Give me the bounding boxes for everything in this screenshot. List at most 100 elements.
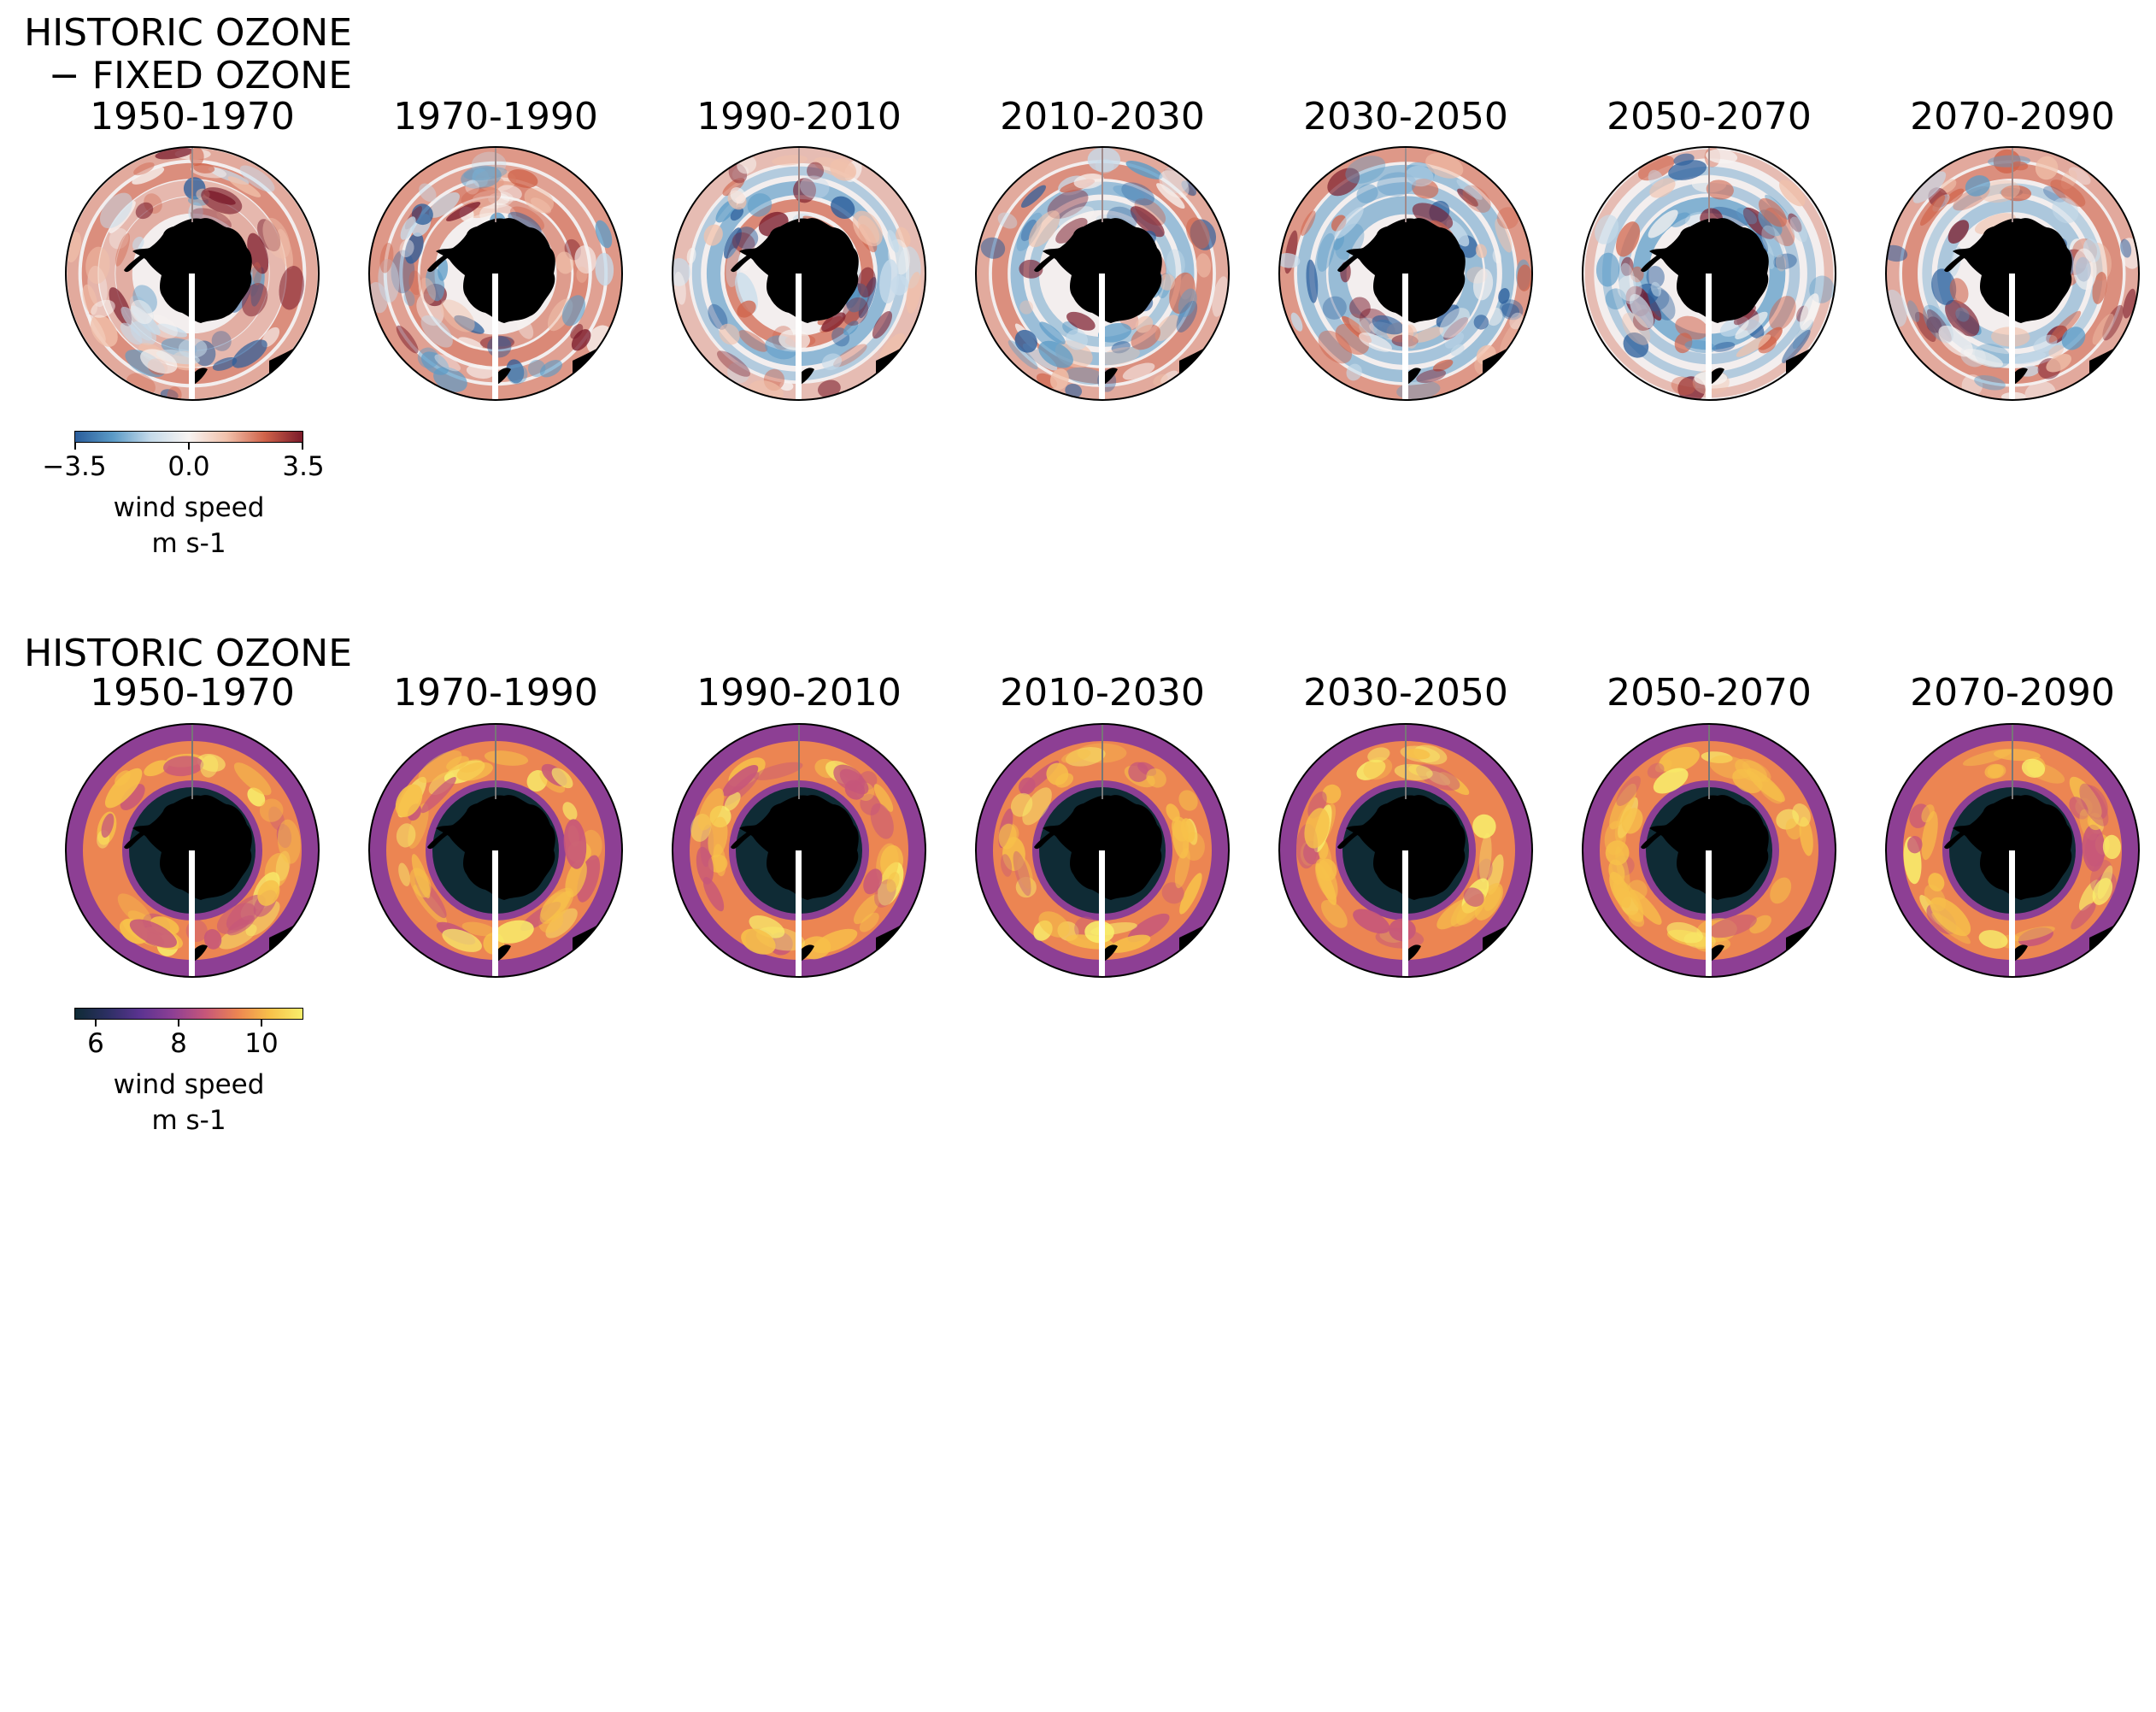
jet-blob (1356, 759, 1386, 780)
anomaly-blob (1186, 217, 1210, 250)
anomaly-blob (1648, 209, 1678, 238)
panel-title: 2030-2050 (1303, 671, 1508, 715)
jet-blob (418, 750, 462, 783)
colorbar-diff-tick (302, 443, 303, 450)
anomaly-blob (747, 193, 773, 217)
anomaly-blob (90, 315, 118, 347)
polar-map (368, 146, 623, 401)
jet-blob (1907, 836, 1923, 854)
jet-blob (1038, 911, 1070, 938)
jet-blob (853, 894, 881, 925)
anomaly-blob (120, 322, 143, 345)
jet-blob (1322, 784, 1342, 804)
anomaly-blob (1462, 185, 1491, 213)
colorbar-diff-tick (188, 443, 190, 450)
anomaly-blob (133, 162, 155, 176)
colorbar-diff-label-line-2: m s-1 (151, 528, 226, 559)
anomaly-blob (1450, 344, 1465, 356)
anomaly-blob (1644, 289, 1670, 312)
anomaly-blob (461, 165, 502, 189)
antarctica-landmass (1649, 795, 1769, 900)
jet-blob (708, 816, 728, 858)
meridian-seam-gap (796, 274, 802, 400)
map-container (1581, 722, 1837, 979)
antarctic-peninsula (731, 253, 756, 273)
anomaly-blob (531, 197, 551, 214)
jet-blob (200, 755, 219, 778)
jet-blob (1321, 899, 1348, 928)
new-zealand-landmass (1707, 368, 1724, 385)
anomaly-blob (132, 236, 144, 250)
anomaly-blob (807, 162, 825, 180)
new-zealand-landmass (797, 944, 814, 962)
map-container (367, 145, 624, 402)
africa-landmass (267, 153, 286, 163)
anomaly-blob (1501, 303, 1520, 318)
jet-blob (1010, 792, 1033, 817)
polar-map (65, 146, 320, 401)
map-boundary-circle (1885, 723, 2140, 978)
new-zealand-landmass (2011, 368, 2028, 385)
anomaly-blob (2072, 248, 2097, 291)
panel-title: 1970-1990 (393, 671, 598, 715)
jet-blob (1022, 787, 1052, 826)
anomaly-blob (1279, 253, 1301, 268)
anomaly-blob (722, 177, 745, 197)
jet-blob (2021, 758, 2046, 778)
anomaly-blob (1496, 207, 1519, 229)
jet-blob (275, 850, 291, 881)
anomaly-blob (1671, 376, 1696, 396)
anomaly-blob (831, 196, 855, 219)
anomaly-blob (872, 310, 892, 339)
anomaly-blob (1290, 312, 1303, 332)
map-boundary-circle (975, 723, 1230, 978)
new-zealand-landmass (1707, 944, 1724, 962)
new-zealand-landmass (494, 368, 511, 385)
jet-blob (1017, 856, 1033, 889)
panel-title: 2050-2070 (1607, 671, 1812, 715)
anomaly-blob (723, 227, 742, 259)
polar-map (1278, 723, 1533, 978)
anomaly-blob (1317, 232, 1336, 272)
jet-blob (1375, 927, 1425, 949)
map-container (1884, 722, 2141, 979)
row-2-title: HISTORIC OZONE (10, 632, 352, 675)
anomaly-blob (1356, 184, 1378, 203)
anomaly-blob (135, 202, 154, 220)
anomaly-blob (1055, 217, 1088, 244)
anomaly-blob (703, 224, 723, 246)
anomaly-blob (157, 323, 187, 338)
row-2-title-line-1: HISTORIC OZONE (24, 632, 352, 675)
jet-blob (396, 823, 416, 848)
africa-landmass (1481, 730, 1500, 740)
new-zealand-landmass (1404, 944, 1421, 962)
meridian-seam-gap (1402, 850, 1408, 977)
anomaly-blob (878, 332, 906, 364)
anomaly-blob (239, 165, 275, 192)
colorbar-historic-tick (178, 1020, 179, 1027)
anomaly-blob (1073, 173, 1105, 189)
anomaly-blob (496, 185, 522, 202)
anomaly-blob (595, 252, 614, 286)
anomaly-blob (1912, 171, 1947, 203)
anomaly-blob (1349, 297, 1371, 319)
anomaly-blob (2048, 344, 2064, 357)
anomaly-blob (418, 277, 437, 304)
anomaly-blob (1945, 299, 1980, 337)
anomaly-blob (1509, 312, 1524, 330)
anomaly-blob (686, 247, 696, 264)
jet-blob (702, 877, 725, 912)
jet-blob (1987, 764, 2006, 779)
jet-blob (859, 912, 879, 932)
antarctic-peninsula (427, 253, 453, 273)
anomaly-blob (1616, 221, 1641, 257)
anomaly-blob (1345, 156, 1386, 184)
jet-blob (696, 846, 714, 885)
anomaly-blob (730, 207, 744, 221)
jet-blob (551, 768, 573, 789)
anomaly-blob (821, 353, 843, 371)
jet-blob (1367, 747, 1390, 763)
map-container (671, 722, 927, 979)
anomaly-blob (1595, 215, 1619, 244)
antarctica-landmass (1346, 218, 1466, 323)
